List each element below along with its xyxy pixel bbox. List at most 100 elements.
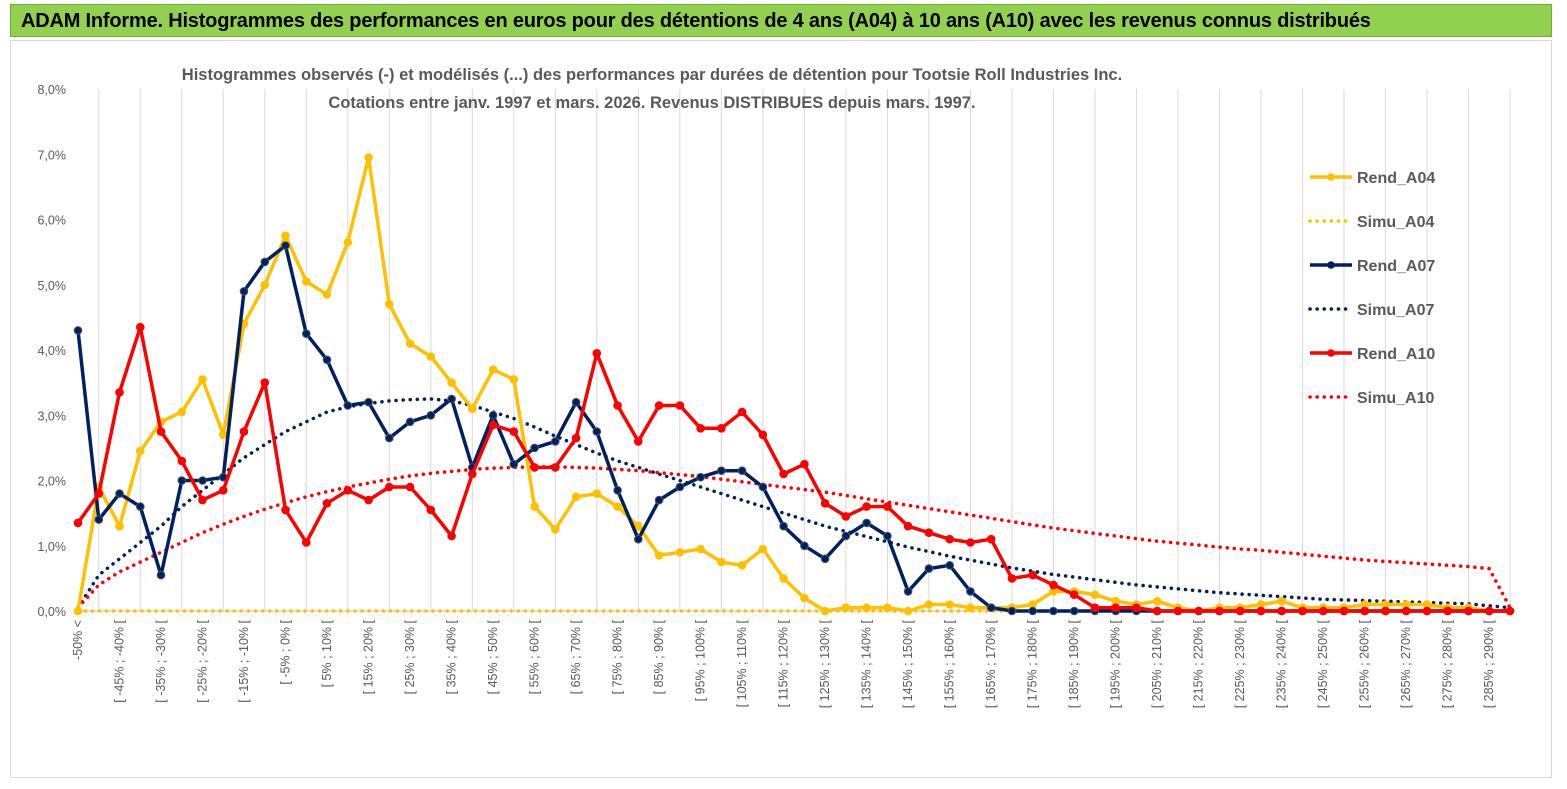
data-point-rend-a10	[198, 495, 207, 505]
x-tick-label: [ 285% ; 290% [	[1482, 619, 1496, 708]
data-point-rend-a07	[198, 476, 207, 485]
x-tick-label: [ 185% ; 190% [	[1067, 619, 1081, 708]
x-tick-label: [ 25% ; 30% [	[403, 619, 417, 694]
legend: Rend_A04 Simu_A04 Rend_A07 Simu_A07 Rend_A10…	[1308, 170, 1435, 407]
data-point-rend-a04	[405, 339, 415, 348]
legend-label: Rend_A10	[1357, 346, 1435, 363]
data-point-rend-a07	[903, 587, 913, 596]
data-point-rend-a07	[634, 534, 643, 544]
data-point-rend-a10	[509, 427, 519, 436]
data-point-rend-a10	[1049, 580, 1058, 590]
legend-marker	[1327, 173, 1335, 181]
data-point-rend-a04	[758, 544, 768, 554]
data-point-rend-a10	[1215, 606, 1224, 616]
data-point-rend-a07	[426, 411, 436, 420]
x-tick-label: [ 205% ; 210% [	[1150, 619, 1164, 708]
data-point-rend-a10	[800, 459, 809, 469]
data-point-rend-a04	[509, 375, 519, 384]
data-point-rend-a07	[177, 476, 187, 485]
data-point-rend-a04	[385, 300, 394, 309]
data-point-rend-a10	[654, 401, 664, 410]
y-axis-ticks: 0,0% 1,0% 2,0% 3,0% 4,0% 5,0% 6,0% 7,0% 8,0%	[38, 83, 67, 619]
data-point-rend-a10	[426, 505, 436, 515]
data-point-rend-a10	[613, 401, 622, 410]
data-point-rend-a10	[758, 430, 768, 440]
data-point-rend-a07	[260, 257, 270, 267]
data-point-rend-a07	[737, 466, 747, 476]
legend-marker	[1327, 349, 1335, 357]
data-point-rend-a07	[986, 603, 996, 613]
chart-series	[73, 153, 1515, 616]
data-point-rend-a10	[239, 427, 249, 436]
data-point-rend-a04	[281, 231, 290, 241]
data-point-rend-a07	[156, 570, 166, 580]
data-point-rend-a10	[1173, 606, 1183, 616]
x-tick-label: [ 235% ; 240% [	[1275, 619, 1289, 708]
y-tick-label: 7,0%	[38, 148, 67, 162]
data-point-rend-a04	[592, 489, 602, 498]
data-point-rend-a07	[115, 489, 124, 498]
data-point-rend-a10	[343, 486, 353, 495]
x-tick-label: [ 195% ; 200% [	[1109, 619, 1123, 708]
data-point-rend-a07	[136, 502, 145, 511]
data-point-rend-a10	[779, 469, 788, 479]
data-point-rend-a07	[281, 241, 290, 250]
x-tick-label: [ 165% ; 170% [	[984, 619, 998, 708]
data-point-rend-a07	[945, 561, 955, 570]
data-point-rend-a04	[737, 561, 747, 570]
data-point-rend-a07	[364, 397, 373, 407]
data-point-rend-a10	[364, 495, 373, 505]
x-tick-label: [ 215% ; 220% [	[1192, 619, 1206, 708]
data-point-rend-a04	[841, 603, 851, 613]
data-point-rend-a04	[613, 502, 622, 511]
legend-label: Simu_A10	[1357, 390, 1434, 407]
data-point-rend-a10	[696, 424, 705, 433]
data-point-rend-a07	[571, 397, 581, 407]
data-point-rend-a10	[1505, 606, 1515, 616]
x-tick-label: [ -45% ; -40% [	[113, 619, 127, 702]
data-point-rend-a07	[239, 287, 249, 296]
data-point-rend-a10	[488, 420, 498, 430]
data-point-rend-a07	[343, 401, 353, 410]
data-point-rend-a07	[592, 427, 602, 436]
data-point-rend-a04	[488, 365, 498, 374]
data-point-rend-a10	[1277, 606, 1286, 616]
x-tick-label: [ 85% ; 90% [	[652, 619, 666, 694]
data-point-rend-a04	[426, 352, 436, 361]
banner: ADAM Informe. Histogrammes des performan…	[10, 4, 1552, 37]
x-tick-label: [ -25% ; -20% [	[196, 619, 210, 702]
x-tick-label: [ 115% ; 120% [	[777, 619, 791, 707]
data-point-rend-a10	[924, 528, 934, 538]
data-point-rend-a07	[924, 564, 934, 573]
data-point-rend-a07	[530, 443, 539, 453]
data-point-rend-a04	[364, 153, 373, 162]
x-tick-label: [ 105% ; 110% [	[735, 619, 749, 707]
data-point-rend-a07	[1007, 606, 1017, 616]
data-point-rend-a10	[1132, 603, 1141, 613]
x-tick-label: [ 35% ; 40% [	[445, 619, 459, 694]
data-point-rend-a07	[385, 433, 394, 443]
data-point-rend-a04	[779, 574, 788, 583]
data-point-rend-a10	[219, 486, 228, 495]
data-point-rend-a07	[1028, 606, 1037, 616]
y-tick-label: 1,0%	[38, 540, 67, 554]
data-point-rend-a10	[737, 407, 747, 417]
data-point-rend-a10	[1090, 603, 1100, 613]
data-point-rend-a04	[924, 600, 934, 609]
data-point-rend-a10	[1484, 606, 1494, 616]
data-point-rend-a04	[966, 603, 975, 613]
data-point-rend-a10	[966, 538, 975, 547]
data-point-rend-a10	[592, 349, 602, 358]
legend-label: Simu_A07	[1357, 302, 1434, 319]
data-point-rend-a04	[800, 593, 809, 603]
data-point-rend-a10	[1318, 606, 1328, 616]
data-point-rend-a10	[551, 463, 560, 472]
x-tick-label: [ 55% ; 60% [	[528, 619, 542, 694]
x-tick-label: [ 175% ; 180% [	[1026, 619, 1040, 708]
x-tick-label: [ -5% ; 0% [	[279, 619, 293, 684]
data-point-rend-a07	[820, 554, 830, 564]
data-point-rend-a10	[1256, 606, 1266, 616]
data-point-rend-a04	[717, 557, 726, 567]
y-tick-label: 4,0%	[38, 344, 67, 358]
